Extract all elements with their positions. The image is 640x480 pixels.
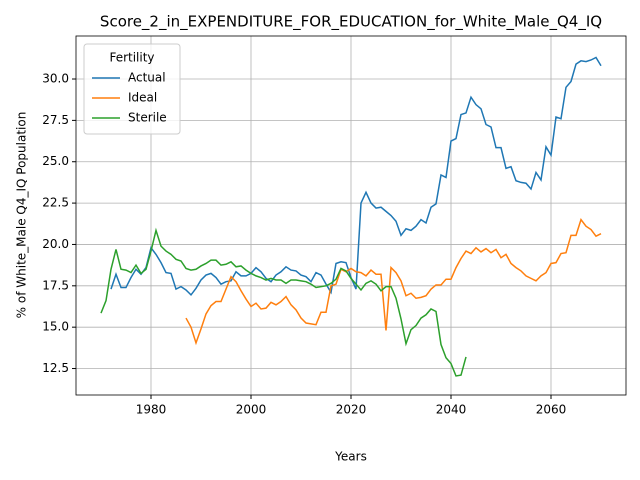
y-tick-label: 20.0 <box>42 237 69 251</box>
legend-label: Ideal <box>128 91 157 105</box>
series-line <box>110 56 602 297</box>
legend-label: Sterile <box>128 111 167 125</box>
y-tick-label: 27.5 <box>42 113 69 127</box>
plot-frame <box>75 35 627 396</box>
y-axis-label: % of White_Male Q4_IQ Population <box>15 112 29 319</box>
x-tick-label: 2020 <box>336 403 367 417</box>
legend-title: Fertility <box>109 51 154 65</box>
chart-title: Score_2_in_EXPENDITURE_FOR_EDUCATION_for… <box>100 13 602 32</box>
y-tick-label: 25.0 <box>42 154 69 168</box>
x-axis-label: Years <box>334 450 367 464</box>
y-tick-label: 22.5 <box>42 196 69 210</box>
legend-label: Actual <box>128 71 166 85</box>
legend-box <box>83 43 181 135</box>
series-line <box>100 227 467 377</box>
x-tick-label: 1980 <box>136 403 167 417</box>
x-tick-label: 2000 <box>236 403 267 417</box>
x-tick-label: 2060 <box>536 403 567 417</box>
y-tick-label: 12.5 <box>42 361 69 375</box>
y-tick-label: 17.5 <box>42 278 69 292</box>
y-tick-label: 30.0 <box>42 72 69 86</box>
y-tick-label: 15.0 <box>42 320 69 334</box>
x-tick-label: 2040 <box>436 403 467 417</box>
series-line <box>185 218 602 346</box>
